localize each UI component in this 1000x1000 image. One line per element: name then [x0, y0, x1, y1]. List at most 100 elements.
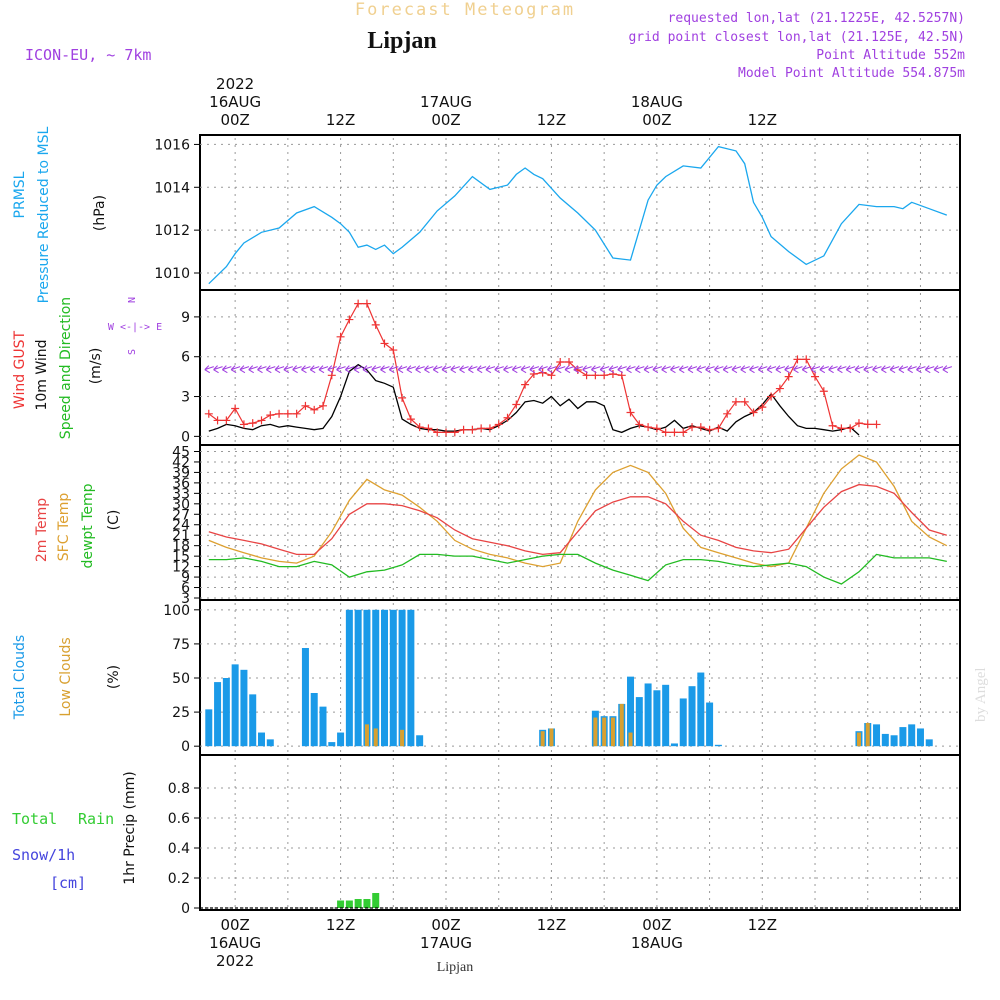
y-tick-label: 1014 [154, 180, 190, 196]
wind-direction-arrow [459, 365, 469, 374]
y-tick-label: 9 [181, 570, 190, 586]
top-time-label: 17AUG [420, 93, 472, 111]
total-cloud-bar [706, 702, 714, 747]
precip-label-total: Total [12, 810, 57, 828]
gust-marker [854, 419, 863, 428]
low-cloud-bar [619, 703, 624, 747]
total-cloud-bar [328, 742, 336, 747]
wind-label-unit: (m/s) [88, 348, 104, 385]
compass-n: N [127, 297, 138, 303]
wind-direction-arrow [643, 365, 654, 374]
y-tick-label: 0.6 [168, 811, 190, 827]
gust-marker [345, 315, 354, 324]
y-tick-label: 27 [172, 507, 190, 523]
clouds-label-low: Low Clouds [58, 637, 74, 716]
total-cloud-bar [890, 735, 898, 747]
gust-marker [635, 420, 644, 429]
top-time-label: 00Z [431, 111, 460, 129]
gust-marker [679, 428, 688, 437]
gust-marker [433, 428, 442, 437]
wind-direction-arrow [406, 365, 417, 374]
wind-direction-arrow [687, 365, 698, 374]
y-tick-label: 45 [172, 444, 190, 460]
y-tick-label: 75 [172, 637, 190, 653]
gust-marker [565, 358, 574, 367]
wind-direction-arrow [836, 365, 847, 374]
requested-coords: requested lon,lat (21.1225E, 42.5257N) [668, 11, 965, 26]
total-cloud-bar [670, 743, 678, 747]
wind-direction-arrow [661, 365, 671, 374]
y-tick-label: 3 [181, 390, 190, 406]
gust-marker [828, 421, 837, 430]
wind-direction-arrow [670, 365, 680, 374]
total-cloud-bar [372, 609, 380, 747]
watermark: by Angel [973, 667, 989, 722]
footer-location: Lipjan [437, 960, 474, 975]
wind-direction-arrow [599, 365, 610, 374]
wind-direction-arrow [274, 365, 285, 374]
temp-label-2m: 2m Temp [34, 498, 50, 562]
gust-marker [626, 408, 635, 417]
bottom-time-label: 00Z [220, 916, 249, 934]
wind-direction-arrow [353, 365, 364, 374]
wind-direction-arrow [828, 365, 838, 374]
wind-direction-arrow [424, 365, 434, 374]
total-cloud-bar [266, 739, 274, 747]
total-cloud-bar [644, 683, 652, 747]
wind-direction-arrow [722, 365, 733, 374]
wind-direction-arrow [520, 365, 531, 374]
pressure-label-unit: (hPa) [92, 195, 108, 231]
rain-bar [372, 893, 380, 908]
bottom-time-label: 00Z [431, 916, 460, 934]
rain-bar [337, 900, 345, 908]
temp-label-unit: (C) [106, 510, 122, 531]
total-cloud-bar [205, 709, 213, 747]
y-tick-label: 12 [172, 560, 190, 576]
gust-marker [389, 346, 398, 355]
low-cloud-bar [856, 732, 861, 747]
wind-direction-arrow [898, 365, 909, 374]
model-altitude: Model Point Altitude 554.875m [738, 66, 965, 81]
total-cloud-bar [653, 690, 661, 747]
model-label: ICON-EU, ~ 7km [25, 46, 151, 64]
wind-direction-arrow [766, 365, 777, 374]
prmsl-line [208, 145, 948, 285]
wind-direction-arrow [889, 365, 900, 374]
grid-point-coords: grid point closest lon,lat (21.125E, 42.… [628, 30, 965, 45]
wind-direction-arrow [476, 365, 487, 374]
gust-marker [459, 425, 468, 434]
gust-marker [608, 369, 617, 378]
wind-direction-arrow [309, 365, 320, 374]
total-cloud-bar [231, 664, 239, 747]
precip-label-snow: Snow/1h [12, 846, 75, 864]
wind-direction-arrow [327, 365, 337, 374]
y-tick-label: 18 [172, 539, 190, 555]
wind-direction-arrow [757, 365, 768, 374]
low-cloud-bar [400, 729, 405, 747]
top-time-label: 00Z [642, 111, 671, 129]
gust-marker [398, 393, 407, 402]
wind-direction-arrow [441, 365, 452, 374]
pressure-label-prmsl: PRMSL [12, 171, 28, 218]
y-tick-label: 24 [172, 518, 190, 534]
wind-label-direction: Speed and Direction [58, 297, 74, 439]
location-title: Lipjan [367, 28, 436, 54]
gust-marker [213, 416, 222, 425]
gust-marker [450, 428, 459, 437]
wind-direction-arrow [547, 365, 557, 374]
y-tick-label: 100 [163, 603, 190, 619]
low-cloud-bar [610, 717, 615, 747]
gust-marker [705, 425, 714, 434]
gust-marker [415, 423, 424, 432]
gust-marker [477, 424, 486, 433]
gust-marker [442, 428, 451, 437]
y-tick-label: 42 [172, 455, 190, 471]
wind-direction-arrow [450, 365, 460, 374]
y-tick-label: 6 [181, 350, 190, 366]
pressure-ylabels: PRMSL Pressure Reduced to MSL (hPa) [12, 126, 108, 303]
gust-marker [670, 428, 679, 437]
total-cloud-bar [627, 676, 635, 747]
wind-direction-arrow [590, 365, 601, 374]
gust-marker [521, 380, 530, 389]
